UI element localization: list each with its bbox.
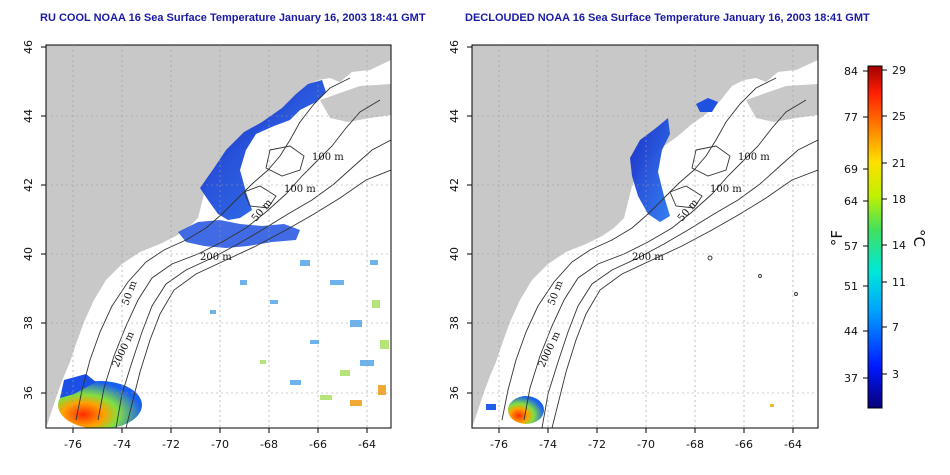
latitude-tick-label: 46: [22, 40, 35, 54]
cold-water-region: [630, 118, 670, 222]
longitude-tick-label: -74: [113, 438, 131, 451]
longitude-tick-label: -70: [211, 438, 229, 451]
fahrenheit-unit-label: °F: [828, 230, 846, 246]
longitude-tick-label: -64: [358, 438, 376, 451]
celsius-tick-label: 21: [892, 157, 906, 170]
latitude-tick-label: 44: [22, 109, 35, 123]
celsius-tick-label: 3: [892, 368, 899, 381]
contour-label: 100 m: [284, 184, 316, 195]
longitude-tick-label: -70: [637, 438, 655, 451]
fahrenheit-tick-label: 44: [844, 325, 858, 338]
fahrenheit-tick-label: 69: [844, 163, 858, 176]
celsius-tick-label: 11: [892, 276, 906, 289]
celsius-tick-label: 29: [892, 64, 906, 77]
land-mass: [472, 45, 818, 428]
latitude-tick-label: 36: [22, 386, 35, 400]
celsius-unit-label: °C: [910, 229, 928, 247]
latitude-tick-label: 36: [448, 386, 461, 400]
right-map-title: DECLOUDED NOAA 16 Sea Surface Temperatur…: [465, 12, 870, 24]
latitude-tick-label: 38: [22, 316, 35, 330]
contour-label: 100 m: [312, 152, 344, 163]
longitude-tick-label: -72: [162, 438, 180, 451]
fahrenheit-tick-label: 64: [844, 195, 858, 208]
longitude-tick-label: -74: [539, 438, 557, 451]
longitude-tick-label: -64: [784, 438, 802, 451]
longitude-tick-label: -72: [588, 438, 606, 451]
latitude-tick-label: 40: [448, 247, 461, 261]
left-map-grid: [46, 45, 391, 428]
fahrenheit-tick-label: 77: [844, 111, 858, 124]
fahrenheit-tick-label: 84: [844, 65, 858, 78]
fahrenheit-tick-label: 37: [844, 372, 858, 385]
longitude-tick-label: -76: [64, 438, 82, 451]
right-map-grid: [472, 45, 818, 428]
celsius-tick-label: 25: [892, 110, 906, 123]
longitude-tick-label: -66: [309, 438, 327, 451]
longitude-tick-label: -68: [686, 438, 704, 451]
contour-label: 200 m: [632, 252, 664, 263]
longitude-tick-label: -68: [260, 438, 278, 451]
left-map-panel: 100 m 100 m 50 m 200 m 50 m 2000 m -76 -…: [22, 40, 392, 451]
fahrenheit-tick-label: 57: [844, 240, 858, 253]
celsius-tick-label: 18: [892, 193, 906, 206]
latitude-tick-label: 40: [22, 247, 35, 261]
contour-label: 100 m: [710, 184, 742, 195]
fahrenheit-tick-label: 51: [844, 280, 858, 293]
latitude-tick-label: 38: [448, 316, 461, 330]
celsius-tick-label: 7: [892, 321, 899, 334]
right-map-panel: 100 m 100 m 50 m 200 m 50 m 2000 m -76 -…: [448, 40, 819, 451]
temperature-colorbar: 84 77 69 64 57 51 44 37 29 25 21 18 14 1…: [828, 64, 928, 409]
latitude-tick-label: 46: [448, 40, 461, 54]
latitude-tick-label: 42: [448, 178, 461, 192]
bathymetry-contours: [75, 77, 391, 428]
longitude-tick-label: -66: [735, 438, 753, 451]
longitude-tick-label: -76: [490, 438, 508, 451]
bathymetry-contours: [501, 77, 818, 428]
latitude-tick-label: 44: [448, 109, 461, 123]
contour-label: 200 m: [200, 252, 232, 263]
contour-label: 100 m: [738, 152, 770, 163]
left-map-title: RU COOL NOAA 16 Sea Surface Temperature …: [40, 12, 426, 24]
land-mass: [46, 45, 391, 428]
latitude-tick-label: 42: [22, 178, 35, 192]
celsius-tick-label: 14: [892, 239, 906, 252]
